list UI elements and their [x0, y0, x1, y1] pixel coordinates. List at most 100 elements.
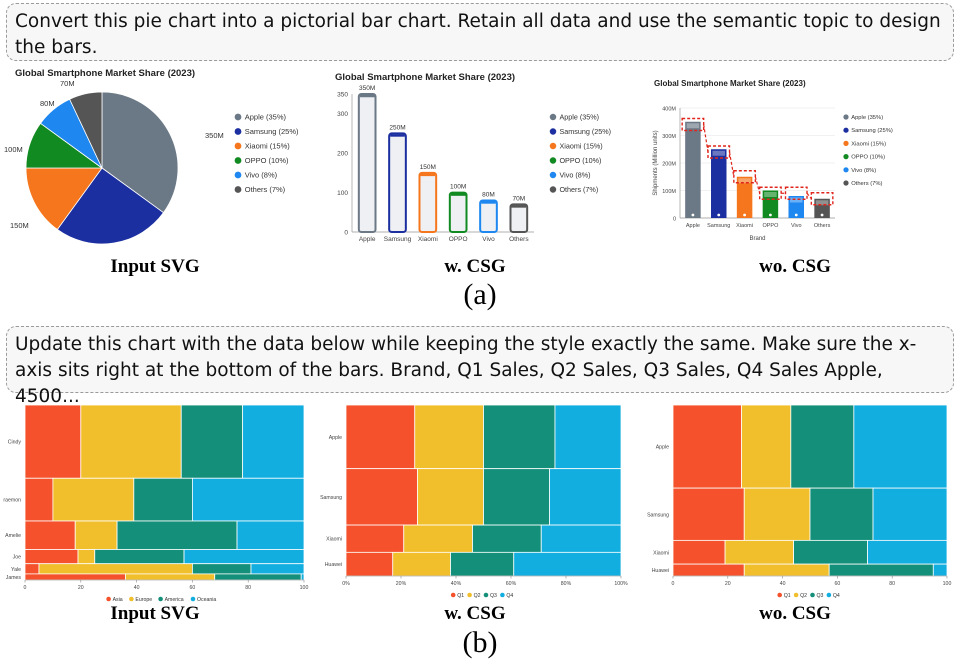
- cell-james-europe: [125, 573, 216, 581]
- legend-marker-apple-35: [843, 114, 849, 120]
- data-label-oppo-10: 100M: [4, 145, 23, 154]
- cell-apple-q2: [414, 404, 484, 470]
- cell-xiaomi-q1: [345, 524, 405, 553]
- x-tick-40: 40%: [451, 581, 462, 587]
- legend-label-q1: Q1: [784, 593, 791, 599]
- x-tick-80: 80%: [561, 581, 572, 587]
- highlight-box-oppo: [758, 186, 782, 200]
- caption-csg-a: w. CSG: [444, 256, 506, 277]
- x-tick-oppo: OPPO: [762, 223, 779, 229]
- legend-marker-q3: [810, 592, 815, 598]
- legend-label-vivo-8: Vivo (8%): [245, 171, 278, 180]
- marimekko-nocsg-chart: Apple Samsung Xiaomi Huawei 0 20 40 60 80 100 Q1 Q2…: [647, 404, 952, 599]
- legend-label-others-7: Others (7%): [245, 185, 286, 194]
- x-tick-samsung: Samsung: [384, 236, 412, 243]
- legend-marker-oppo-10: [234, 157, 242, 164]
- legend-marker-q1: [450, 592, 456, 598]
- bar-others: [509, 203, 529, 233]
- chart-title: Global Smartphone Market Share (2023): [654, 79, 806, 88]
- legend-label-oppo-10: OPPO (10%): [851, 155, 885, 161]
- data-label-xiaomi: 150M: [420, 164, 436, 171]
- part-label-a: (a): [463, 278, 497, 311]
- legend-label-oppo-10: OPPO (10%): [559, 156, 601, 165]
- cell-apple-q1: [345, 404, 416, 470]
- cell-amelie-america: [116, 520, 238, 550]
- bar-dot-apple: [691, 213, 695, 217]
- legend-marker-oppo-10: [843, 153, 849, 160]
- legend-label-america: America: [165, 597, 184, 603]
- marimekko-input-panel: Cindy raemon Amelie Joe Yale James 0 20 40 60 80 10…: [2, 402, 312, 607]
- cell-xiaomi-q3: [793, 539, 868, 565]
- cell-cindy-oceania: [242, 404, 305, 479]
- legend-label-others-7: Others (7%): [559, 185, 598, 194]
- y-tick-350: 350: [337, 92, 348, 99]
- legend-marker-others-7: [234, 186, 242, 193]
- bar-vivo: [479, 199, 498, 233]
- y-tick-100m: 100M: [662, 189, 676, 195]
- marimekko-nocsg-panel: Apple Samsung Xiaomi Huawei 0 20 40 60 80 100 Q1 Q2…: [642, 402, 954, 607]
- cell-samsung-q4: [549, 468, 622, 526]
- legend-marker-q2: [793, 592, 799, 598]
- cell-huawei-q3: [828, 563, 934, 577]
- legend-label-oceania: Oceania: [197, 597, 216, 603]
- cell-huawei-q4: [513, 551, 622, 577]
- legend-marker-others-7: [843, 180, 849, 186]
- legend-marker-oceania: [190, 596, 196, 602]
- x-tick-100: 100: [943, 581, 952, 587]
- x-tick-0: 0: [24, 585, 27, 591]
- x-axis-title: Brand: [749, 236, 765, 242]
- data-label-vivo-8: 80M: [40, 99, 55, 108]
- row-label-huawei: Huawei: [325, 562, 342, 568]
- bar-highlight-apple: [686, 123, 700, 129]
- y-tick-400m: 400M: [662, 107, 676, 113]
- pictorial-bar-chart-csg: Global Smartphone Market Share (2023) 0 10…: [335, 72, 611, 243]
- cell-amelie-asia: [24, 520, 76, 550]
- legend-marker-xiaomi-15: [549, 142, 557, 150]
- x-tick-apple: Apple: [359, 236, 376, 243]
- legend-marker-vivo-8: [234, 171, 242, 179]
- legend-marker-q1: [777, 592, 782, 598]
- bar-dot-vivo: [794, 213, 798, 217]
- row-label-yale: Yale: [11, 567, 21, 573]
- legend-marker-others-7: [549, 186, 557, 193]
- legend-marker-america: [158, 596, 163, 602]
- cell-samsung-q2: [417, 468, 484, 526]
- marimekko-csg-chart: Apple Samsung Xiaomi Huawei 0% 20% 40% 60% 80% 10…: [320, 404, 628, 599]
- bar-apple: [357, 93, 377, 233]
- cell-samsung-q1: [672, 487, 745, 541]
- bar-xiaomi: [418, 171, 438, 233]
- bar-highlight-samsung: [712, 150, 725, 156]
- x-tick-oppo: OPPO: [449, 236, 468, 243]
- x-tick-80: 80: [889, 581, 895, 587]
- cell-apple-q3: [790, 404, 855, 489]
- legend-marker-samsung-25: [843, 127, 849, 133]
- cell-james-asia: [24, 573, 126, 581]
- x-tick-40: 40: [780, 581, 786, 587]
- legend-marker-xiaomi-15: [843, 140, 849, 147]
- legend-label-samsung-25: Samsung (25%): [559, 127, 611, 136]
- data-label-others: 70M: [513, 195, 526, 202]
- data-label-oppo: 100M: [450, 184, 466, 191]
- cell-raemon-america: [133, 477, 193, 522]
- row-label-xiaomi: Xiaomi: [326, 537, 342, 543]
- bar-highlight-others: [815, 200, 829, 206]
- caption-nocsg-a: wo. CSG: [759, 256, 831, 277]
- cell-samsung-q3: [483, 468, 550, 526]
- x-tick-100: 100: [300, 585, 309, 591]
- row-label-apple: Apple: [656, 445, 669, 451]
- legend-marker-apple-35: [234, 113, 242, 121]
- legend-label-q2: Q2: [474, 593, 481, 599]
- cell-james-oceania: [300, 573, 305, 581]
- cell-huawei-q3: [450, 551, 515, 577]
- marimekko-csg-panel: Apple Samsung Xiaomi Huawei 0% 20% 40% 60% 80% 10…: [320, 402, 628, 607]
- x-tick-60: 60: [190, 585, 196, 591]
- cell-joe-oceania: [183, 549, 305, 565]
- cell-xiaomi-q3: [472, 524, 542, 553]
- legend-label-apple-35: Apple (35%): [245, 113, 287, 122]
- legend-label-samsung-25: Samsung (25%): [245, 127, 299, 136]
- row-label-samsung: Samsung: [647, 512, 669, 518]
- data-label-vivo: 80M: [482, 191, 495, 198]
- chart-title: Global Smartphone Market Share (2023): [335, 72, 515, 83]
- y-tick-200m: 200M: [662, 162, 676, 168]
